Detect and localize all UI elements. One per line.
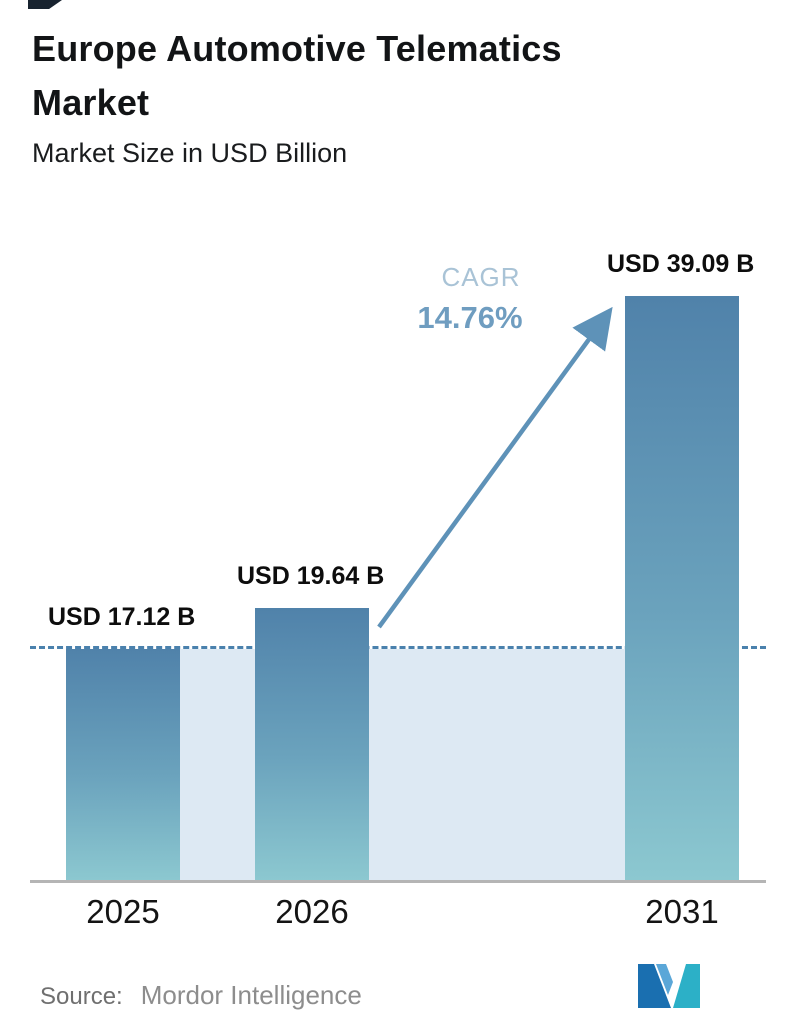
source-value: Mordor Intelligence	[140, 980, 362, 1010]
x-label-2026: 2026	[275, 893, 349, 930]
chart-subtitle: Market Size in USD Billion	[32, 138, 348, 168]
bar-2025	[66, 648, 180, 881]
footer: Source: Mordor Intelligence	[40, 980, 362, 1011]
x-label-2025: 2025	[86, 893, 160, 930]
bar-2026	[255, 608, 369, 881]
value-label-2031: USD 39.09 B	[607, 249, 755, 278]
cagr-value: 14.76%	[417, 300, 523, 335]
source-label: Source:	[40, 983, 123, 1010]
cagr-label: CAGR	[441, 262, 521, 292]
x-axis-line	[30, 880, 766, 883]
baseline-dashed-line	[30, 645, 766, 649]
x-label-2031: 2031	[645, 893, 719, 930]
value-label-2026: USD 19.64 B	[237, 562, 385, 591]
chart-title: Europe Automotive Telematics Market	[32, 28, 562, 123]
mordor-intelligence-logo	[638, 964, 700, 1008]
bar-2031	[625, 295, 739, 881]
top-edge-mark	[28, 0, 62, 9]
value-label-2025: USD 17.12 B	[48, 602, 196, 631]
